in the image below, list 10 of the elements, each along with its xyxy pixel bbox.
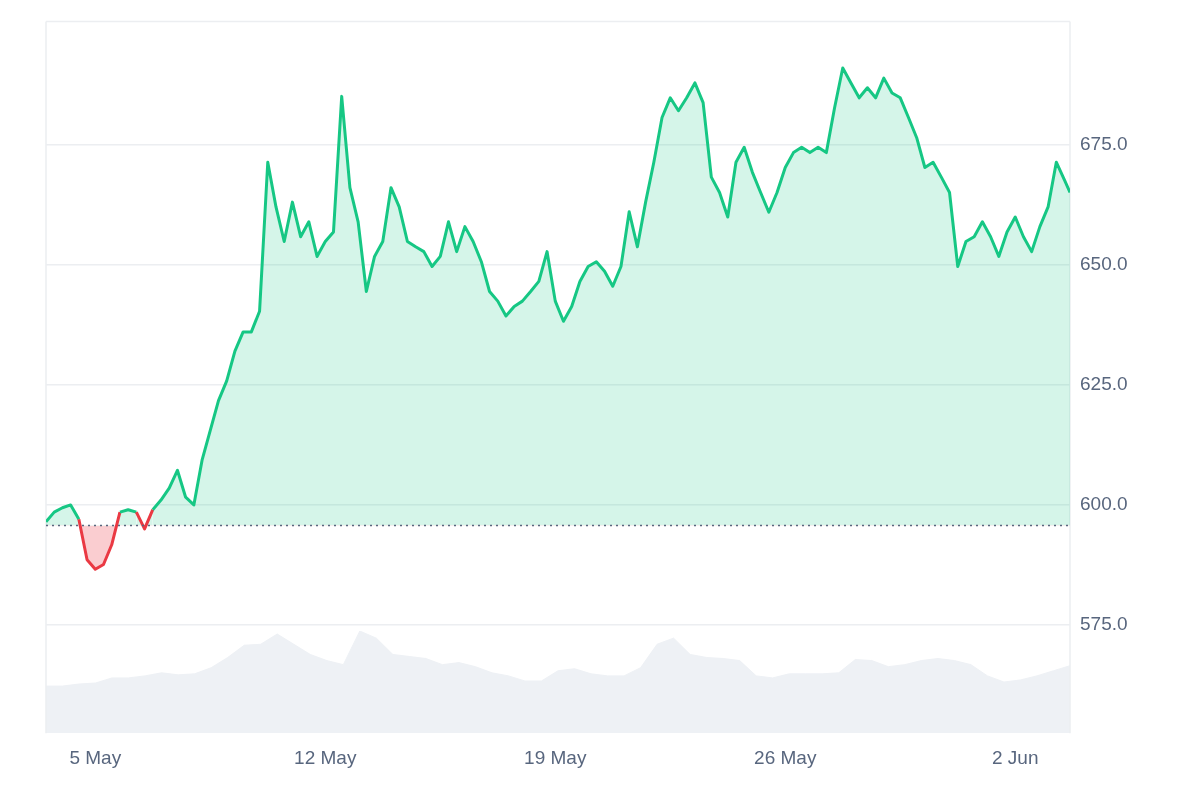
x-tick-label: 26 May: [754, 746, 817, 768]
y-tick-label: 575.0: [1080, 613, 1128, 635]
x-tick-label: 5 May: [69, 746, 122, 768]
y-tick-label: 675.0: [1080, 132, 1128, 154]
x-tick-label: 12 May: [294, 746, 357, 768]
x-tick-label: 19 May: [524, 746, 587, 768]
y-tick-label: 650.0: [1080, 252, 1128, 274]
y-tick-label: 625.0: [1080, 372, 1128, 394]
y-tick-label: 600.0: [1080, 493, 1128, 515]
x-tick-label: 2 Jun: [992, 746, 1039, 768]
